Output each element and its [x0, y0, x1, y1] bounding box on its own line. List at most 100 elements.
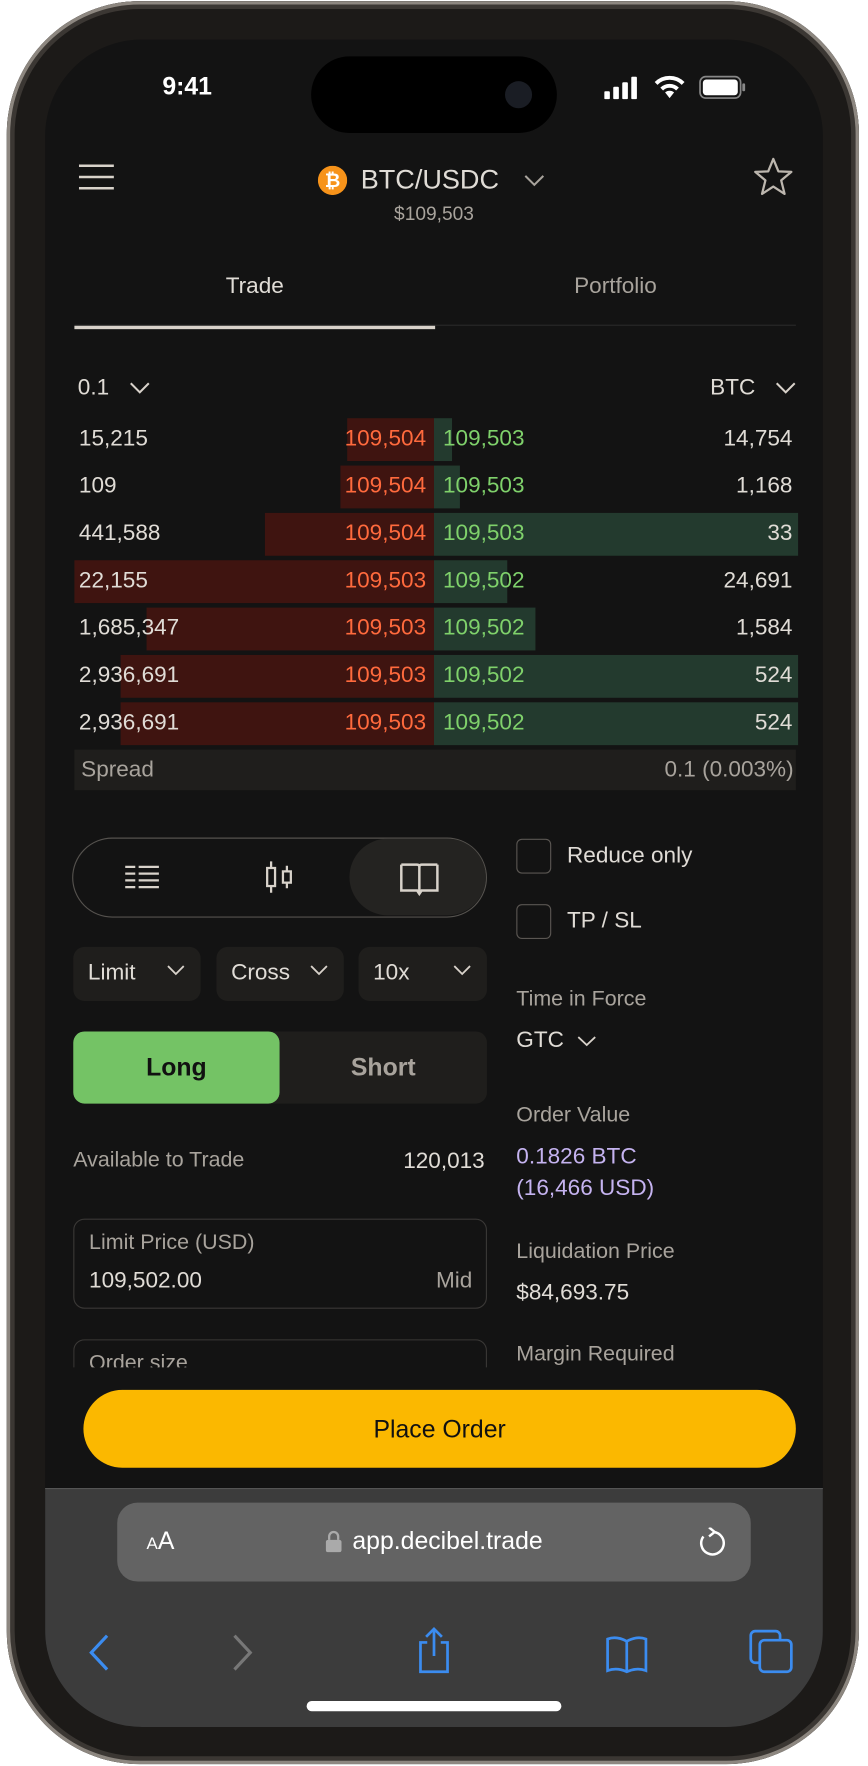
tab-trade[interactable]: Trade [225, 273, 284, 299]
star-icon[interactable] [753, 157, 794, 198]
margin-clip: Margin Required [516, 1339, 787, 1367]
forward-icon[interactable] [231, 1633, 254, 1671]
spread-label: Spread [81, 757, 154, 783]
order-size-label: Order size [89, 1351, 188, 1368]
bid-size: 524 [754, 662, 793, 688]
address-bar[interactable]: AA app.decibel.trade [117, 1502, 751, 1582]
ask-size: 22,155 [78, 568, 148, 593]
ask-size: 15,215 [78, 426, 148, 451]
bid-size: 24,691 [723, 568, 793, 593]
tabs-icon[interactable] [749, 1629, 794, 1674]
bid-depth-bar [433, 654, 799, 698]
place-order-button[interactable]: Place Order [83, 1389, 796, 1468]
ask-price: 109,503 [344, 615, 427, 641]
ask-price: 109,504 [344, 426, 427, 451]
liq-price-label: Liquidation Price [516, 1239, 675, 1264]
dynamic-island [311, 56, 557, 134]
camera-icon [505, 81, 533, 109]
orderbook-row[interactable]: 109 109,504 109,503 1,168 [74, 465, 795, 509]
battery-icon [699, 75, 746, 99]
limit-price-field[interactable]: Limit Price (USD) 109,502.00 Mid [73, 1218, 487, 1309]
ask-depth-bar [347, 418, 434, 462]
bid-size: 1,584 [736, 615, 793, 641]
candlestick-icon[interactable] [265, 861, 294, 895]
bid-price: 109,502 [443, 710, 525, 735]
tab-divider [74, 324, 796, 326]
menu-icon[interactable] [78, 163, 115, 190]
bid-price: 109,502 [443, 568, 525, 593]
browser-toolbar: AA app.decibel.trade [45, 1487, 823, 1727]
lock-icon [325, 1530, 342, 1553]
screen: 9:41 ₿ BTC/USDC $109,503 Trade Portfolio… [45, 39, 823, 1727]
bid-depth-bar [433, 512, 799, 556]
url-text: app.decibel.trade [352, 1526, 543, 1555]
side-toggle: Long Short [73, 1031, 487, 1104]
limit-price-value: 109,502.00 [89, 1268, 202, 1293]
orderbook-row[interactable]: 1,685,347 109,503 109,502 1,584 [74, 607, 795, 651]
ask-price: 109,503 [344, 710, 427, 735]
order-value-btc: 0.1826 BTC [516, 1144, 637, 1169]
bid-size: 14,754 [723, 426, 793, 451]
tif-label: Time in Force [516, 987, 647, 1012]
chevron-down-icon [775, 382, 796, 394]
reload-icon[interactable] [697, 1527, 726, 1559]
pair-selector[interactable]: ₿ BTC/USDC [317, 163, 544, 197]
bid-depth-bar [433, 560, 508, 604]
order-value-label: Order Value [516, 1103, 631, 1128]
order-size-clip: Order size [73, 1339, 487, 1368]
order-size-field[interactable]: Order size [73, 1339, 487, 1368]
ask-depth-bar [120, 654, 434, 698]
liq-price-value: $84,693.75 [516, 1280, 630, 1306]
chevron-down-icon [453, 965, 471, 976]
tick-size-selector[interactable]: 0.1 [78, 375, 150, 401]
bid-depth-bar [433, 465, 460, 509]
bid-price: 109,503 [443, 520, 525, 546]
available-value: 120,013 [403, 1148, 485, 1174]
signal-icon [604, 76, 637, 100]
spread-value: 0.1 (0.003%) [664, 757, 794, 783]
bid-depth-bar [433, 607, 536, 651]
view-toggle-active [349, 838, 486, 916]
orderbook-row[interactable]: 441,588 109,504 109,503 33 [74, 512, 799, 556]
orderbook-row[interactable]: 22,155 109,503 109,502 24,691 [74, 560, 795, 604]
status-time: 9:41 [162, 72, 212, 101]
long-button[interactable]: Long [73, 1031, 280, 1104]
back-icon[interactable] [88, 1633, 111, 1671]
pair-name: BTC/USDC [360, 164, 500, 196]
text-size-button[interactable]: AA [146, 1526, 175, 1555]
bid-size: 33 [767, 520, 793, 546]
ask-size: 2,936,691 [78, 710, 180, 735]
bid-price: 109,502 [443, 615, 525, 641]
tpsl-checkbox[interactable] [516, 904, 552, 940]
unit-selector[interactable]: BTC [710, 375, 796, 401]
bid-price: 109,503 [443, 473, 525, 499]
tab-portfolio[interactable]: Portfolio [574, 273, 657, 299]
ask-depth-bar [120, 702, 434, 746]
svg-text:₿: ₿ [325, 171, 341, 192]
margin-mode-dropdown[interactable]: Cross [216, 946, 344, 1002]
reduce-only-checkbox[interactable] [516, 838, 552, 874]
ask-depth-bar [264, 512, 434, 556]
bookmarks-icon[interactable] [605, 1636, 648, 1674]
home-indicator [306, 1701, 562, 1712]
order-type-dropdown[interactable]: Limit [73, 946, 201, 1002]
ask-price: 109,503 [344, 662, 427, 688]
book-icon[interactable] [399, 861, 440, 897]
ask-price: 109,504 [344, 520, 427, 546]
orderbook-row[interactable]: 2,936,691 109,503 109,502 524 [74, 702, 799, 746]
share-icon[interactable] [416, 1626, 452, 1674]
mid-button[interactable]: Mid [435, 1268, 473, 1293]
limit-price-label: Limit Price (USD) [89, 1230, 255, 1255]
orderbook-row[interactable]: 15,215 109,504 109,503 14,754 [74, 418, 795, 462]
tif-dropdown[interactable]: GTC [516, 1028, 597, 1054]
leverage-dropdown[interactable]: 10x [358, 946, 487, 1002]
short-button[interactable]: Short [350, 1052, 416, 1082]
bid-depth-bar [433, 418, 453, 462]
chevron-down-icon [524, 175, 544, 187]
orderbook-row[interactable]: 2,936,691 109,503 109,502 524 [74, 654, 799, 698]
list-icon[interactable] [125, 865, 159, 890]
ask-depth-bar [340, 465, 434, 509]
bid-price: 109,503 [443, 426, 525, 451]
chevron-down-icon [577, 1035, 597, 1046]
available-label: Available to Trade [73, 1148, 245, 1173]
